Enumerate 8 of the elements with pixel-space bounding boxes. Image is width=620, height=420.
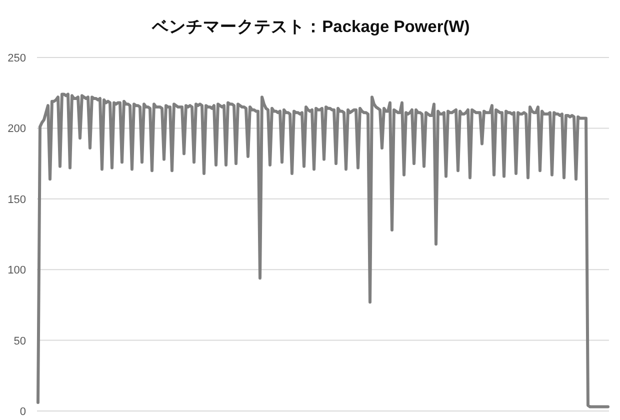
line-series: [36, 92, 610, 408]
y-tick-label: 0: [20, 406, 26, 418]
y-tick-label: 250: [8, 52, 26, 64]
y-tick-label: 150: [8, 194, 26, 206]
y-tick-label: 200: [8, 123, 26, 136]
y-tick-label: 50: [14, 335, 26, 348]
chart-title: ベンチマークテスト：Package Power(W): [151, 18, 470, 36]
y-tick-label: 100: [8, 264, 26, 277]
